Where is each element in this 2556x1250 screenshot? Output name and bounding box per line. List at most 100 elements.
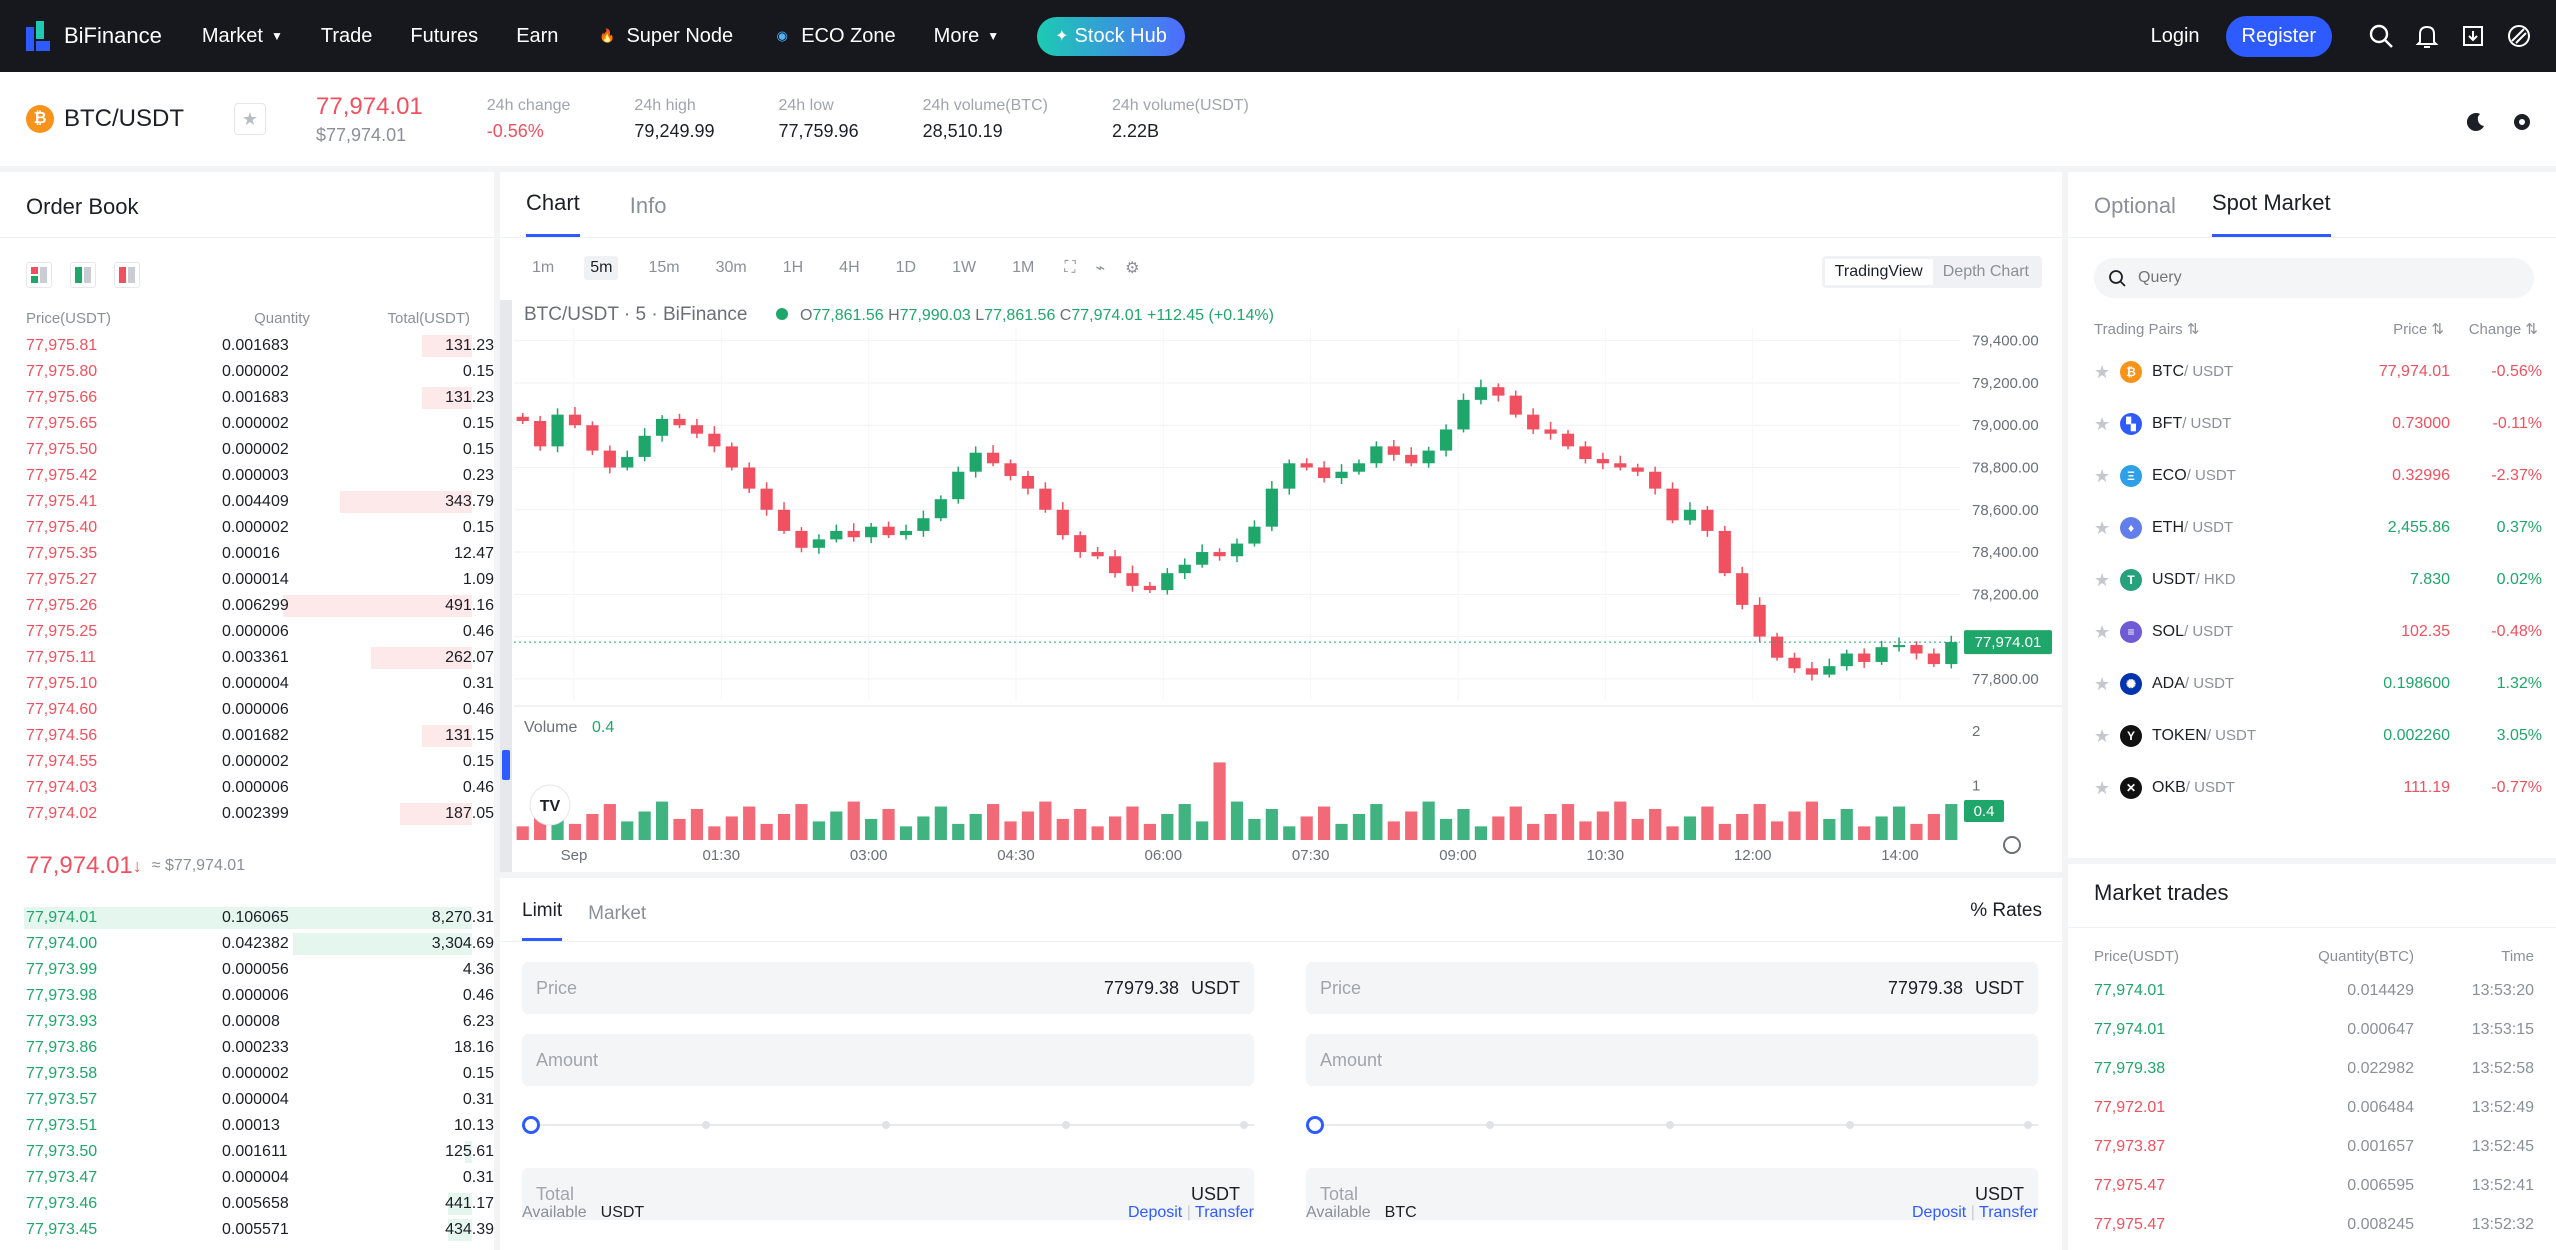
bid-row[interactable]: 77,973.99 0.000056 4.36: [0, 957, 500, 983]
favorite-star-icon[interactable]: ★: [2094, 465, 2111, 486]
view-tradingview[interactable]: TradingView: [1824, 259, 1933, 285]
bid-row[interactable]: 77,973.93 0.00008 6.23: [0, 1009, 500, 1035]
favorite-star-icon[interactable]: ★: [2094, 725, 2111, 746]
transfer-link[interactable]: Transfer: [1195, 1204, 1254, 1221]
pair-selector[interactable]: ₿ BTC/USDT: [26, 105, 184, 133]
market-row[interactable]: ★ Ξ ECO/ USDT 0.32996 -2.37%: [2068, 450, 2556, 502]
market-row[interactable]: ★ ▚ BFT/ USDT 0.73000 -0.11%: [2068, 398, 2556, 450]
buy-price-field[interactable]: Price 77979.38 USDT: [522, 962, 1254, 1014]
market-row[interactable]: ★ Y TOKEN/ USDT 0.002260 3.05%: [2068, 710, 2556, 762]
header-change[interactable]: Change ⇅: [2468, 321, 2538, 338]
ask-row[interactable]: 77,975.35 0.00016 12.47: [0, 541, 500, 567]
ask-row[interactable]: 77,975.25 0.000006 0.46: [0, 619, 500, 645]
nav-item-super-node[interactable]: 🔥 Super Node: [596, 25, 733, 48]
tab-limit[interactable]: Limit: [522, 900, 563, 941]
bid-row[interactable]: 77,973.51 0.00013 10.13: [0, 1113, 500, 1139]
book-asks-icon[interactable]: [114, 262, 140, 288]
search-input[interactable]: [2136, 268, 2436, 288]
timeframe-1D[interactable]: 1D: [895, 259, 917, 276]
ask-row[interactable]: 77,975.40 0.000002 0.15: [0, 515, 500, 541]
view-depth-chart[interactable]: Depth Chart: [1942, 263, 2029, 280]
timeframe-1H[interactable]: 1H: [782, 259, 804, 276]
bid-row[interactable]: 77,973.86 0.000233 18.16: [0, 1035, 500, 1061]
timeframe-15m[interactable]: 15m: [648, 259, 680, 276]
market-search[interactable]: [2094, 258, 2534, 298]
ask-row[interactable]: 77,974.60 0.000006 0.46: [0, 697, 500, 723]
header-pairs[interactable]: Trading Pairs ⇅: [2094, 321, 2200, 338]
favorite-star-icon[interactable]: ★: [2094, 673, 2111, 694]
timeframe-5m[interactable]: 5m: [584, 256, 619, 280]
sell-amount-field[interactable]: Amount: [1306, 1034, 2038, 1086]
search-icon[interactable]: [2364, 19, 2398, 53]
bid-row[interactable]: 77,974.01 0.106065 8,270.31: [0, 905, 500, 931]
ask-row[interactable]: 77,975.27 0.000014 1.09: [0, 567, 500, 593]
bid-row[interactable]: 77,973.50 0.001611 125.61: [0, 1139, 500, 1165]
candlestick-chart[interactable]: 79,400.00 79,200.00 79,000.00 78,800.00 78,6…: [500, 300, 2062, 872]
nav-item-eco-zone[interactable]: ◉ ECO Zone: [771, 25, 896, 48]
nav-item-earn[interactable]: Earn: [516, 25, 558, 48]
nav-item-market[interactable]: Market ▼: [202, 25, 283, 48]
stock-hub-button[interactable]: ✦ Stock Hub: [1037, 16, 1185, 56]
favorite-star-icon[interactable]: ★: [2094, 413, 2111, 434]
bid-row[interactable]: 77,973.58 0.000002 0.15: [0, 1061, 500, 1087]
chart-settings-icon[interactable]: ⚙: [1125, 260, 1140, 277]
ask-row[interactable]: 77,975.66 0.001683 131.23: [0, 385, 500, 411]
header-price[interactable]: Price ⇅: [2393, 321, 2444, 338]
favorite-star-icon[interactable]: ★: [2094, 569, 2111, 590]
buy-amount-slider[interactable]: [522, 1106, 1254, 1158]
nav-item-more[interactable]: More ▼: [934, 25, 999, 48]
download-icon[interactable]: [2456, 19, 2490, 53]
indicator-icon[interactable]: ⌁: [1095, 260, 1106, 277]
ask-row[interactable]: 77,975.65 0.000002 0.15: [0, 411, 500, 437]
bid-row[interactable]: 77,973.45 0.005571 434.39: [0, 1217, 500, 1243]
ask-row[interactable]: 77,975.81 0.001683 131.23: [0, 333, 500, 359]
slider-knob[interactable]: [1306, 1116, 1324, 1134]
bid-row[interactable]: 77,973.46 0.005658 441.17: [0, 1191, 500, 1217]
bid-row[interactable]: 77,974.00 0.042382 3,304.69: [0, 931, 500, 957]
tab-info[interactable]: Info: [629, 193, 667, 218]
book-both-icon[interactable]: [26, 262, 52, 288]
deposit-link[interactable]: Deposit: [1912, 1204, 1967, 1221]
ask-row[interactable]: 77,975.26 0.006299 491.16: [0, 593, 500, 619]
favorite-star-icon[interactable]: ★: [2094, 517, 2111, 538]
deposit-link[interactable]: Deposit: [1128, 1204, 1183, 1221]
market-row[interactable]: ★ ♦ ETH/ USDT 2,455.86 0.37%: [2068, 502, 2556, 554]
tab-market[interactable]: Market: [588, 903, 647, 924]
market-row[interactable]: ★ ₿ BTC/ USDT 77,974.01 -0.56%: [2068, 346, 2556, 398]
sell-price-field[interactable]: Price 77979.38 USDT: [1306, 962, 2038, 1014]
tab-optional[interactable]: Optional: [2094, 193, 2176, 218]
bell-icon[interactable]: [2410, 19, 2444, 53]
timeframe-1W[interactable]: 1W: [952, 259, 977, 276]
ask-row[interactable]: 77,975.42 0.000003 0.23: [0, 463, 500, 489]
ask-row[interactable]: 77,974.02 0.002399 187.05: [0, 801, 500, 827]
bid-row[interactable]: 77,973.57 0.000004 0.31: [0, 1087, 500, 1113]
ask-row[interactable]: 77,975.10 0.000004 0.31: [0, 671, 500, 697]
favorite-star-icon[interactable]: ★: [234, 103, 266, 135]
nav-item-futures[interactable]: Futures: [410, 25, 478, 48]
register-button[interactable]: Register: [2225, 15, 2332, 57]
favorite-star-icon[interactable]: ★: [2094, 621, 2111, 642]
timeframe-1M[interactable]: 1M: [1012, 259, 1035, 276]
buy-total-field[interactable]: Total USDT: [522, 1168, 1254, 1220]
rates-button[interactable]: % Rates: [1970, 900, 2042, 921]
bid-row[interactable]: 77,973.98 0.000006 0.46: [0, 983, 500, 1009]
ask-row[interactable]: 77,974.55 0.000002 0.15: [0, 749, 500, 775]
login-link[interactable]: Login: [2150, 24, 2200, 47]
nav-item-trade[interactable]: Trade: [321, 25, 373, 48]
tab-spot-market[interactable]: Spot Market: [2211, 190, 2331, 237]
favorite-star-icon[interactable]: ★: [2094, 777, 2111, 798]
timeframe-30m[interactable]: 30m: [715, 259, 747, 276]
moon-icon[interactable]: [2462, 108, 2490, 136]
ask-row[interactable]: 77,974.56 0.001682 131.15: [0, 723, 500, 749]
ask-row[interactable]: 77,975.50 0.000002 0.15: [0, 437, 500, 463]
ask-row[interactable]: 77,975.80 0.000002 0.15: [0, 359, 500, 385]
bid-row[interactable]: 77,973.47 0.000004 0.31: [0, 1165, 500, 1191]
timeframe-1m[interactable]: 1m: [532, 259, 555, 276]
market-row[interactable]: ★ T USDT/ HKD 7.830 0.02%: [2068, 554, 2556, 606]
ask-row[interactable]: 77,975.41 0.004409 343.79: [0, 489, 500, 515]
favorite-star-icon[interactable]: ★: [2094, 361, 2111, 382]
sell-total-field[interactable]: Total USDT: [1306, 1168, 2038, 1220]
ask-row[interactable]: 77,975.11 0.003361 262.07: [0, 645, 500, 671]
market-row[interactable]: ★ ✺ ADA/ USDT 0.198600 1.32%: [2068, 658, 2556, 710]
market-row[interactable]: ★ ✕ OKB/ USDT 111.19 -0.77%: [2068, 762, 2556, 814]
